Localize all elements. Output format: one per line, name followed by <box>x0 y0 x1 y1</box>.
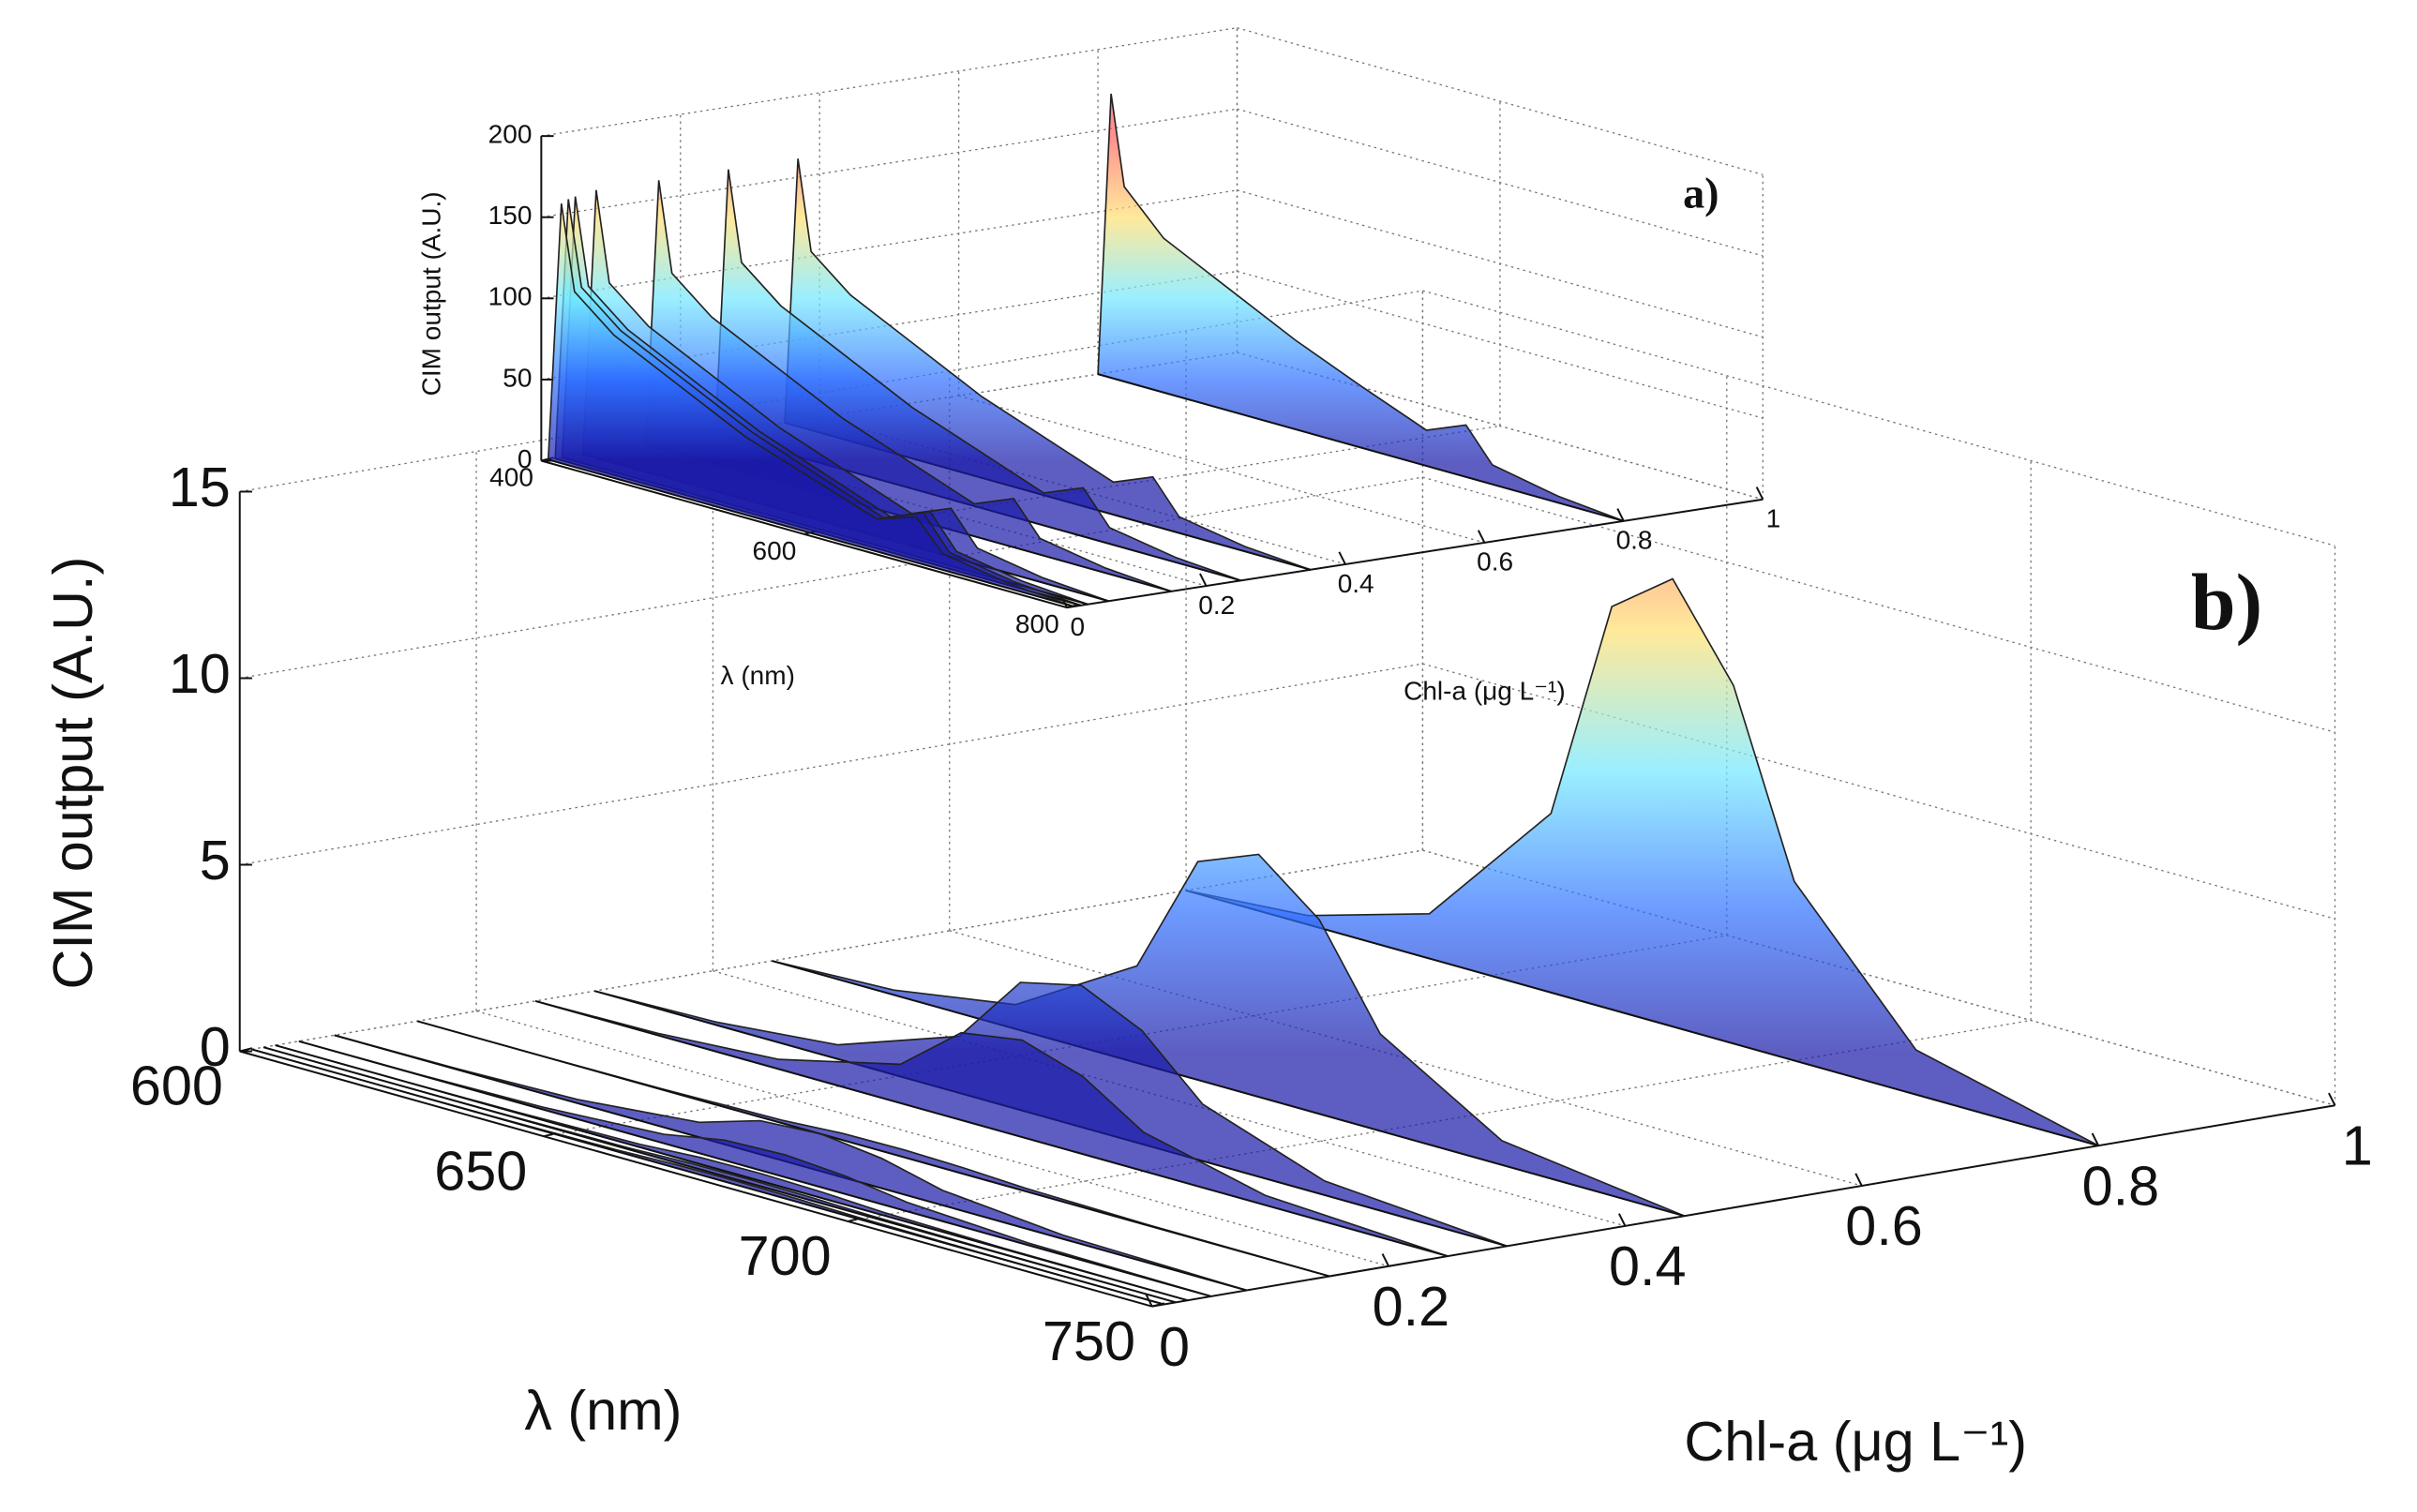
z-tick-label: 5 <box>200 829 231 891</box>
x-tick-label: 750 <box>1043 1310 1135 1372</box>
y-tick-label: 0.6 <box>1477 547 1513 576</box>
x-tick-label: 650 <box>434 1139 527 1202</box>
z-axis-label: CIM output (A.U.) <box>41 557 104 990</box>
y-tick-label: 0.2 <box>1373 1275 1450 1338</box>
grid-line <box>239 849 1423 1053</box>
axis-line <box>239 1050 1153 1308</box>
tick-mark <box>1854 1173 1863 1187</box>
y-tick-label: 0.8 <box>2082 1154 2160 1217</box>
z-tick-label: 200 <box>488 120 533 149</box>
z-tick-label: 10 <box>169 642 231 705</box>
grid-line <box>541 27 1238 137</box>
slice-baseline <box>416 1020 1330 1278</box>
y-tick-label: 0 <box>1159 1315 1190 1378</box>
y-tick-label: 0.2 <box>1198 591 1235 620</box>
spectrum-surface <box>714 169 1241 582</box>
slice-baseline <box>772 960 1685 1218</box>
grid-line <box>1237 27 1764 176</box>
spectrum-surface <box>644 180 1172 592</box>
slice-baseline <box>1185 890 2099 1147</box>
spectrum-surface <box>784 158 1312 571</box>
tick-mark <box>239 1047 253 1053</box>
y-tick-label: 1 <box>1766 504 1781 533</box>
z-tick-label: 15 <box>169 456 231 518</box>
slice-baseline <box>251 1048 1164 1306</box>
z-tick-label: 50 <box>503 363 532 392</box>
tick-mark <box>1477 530 1486 544</box>
tick-mark <box>1755 487 1764 501</box>
spectrum-surface <box>1097 93 1625 522</box>
y-tick-label: 0.6 <box>1845 1194 1923 1257</box>
axis-line <box>1066 498 1764 609</box>
grid-line <box>239 290 1423 493</box>
tick-mark <box>1617 1213 1627 1227</box>
z-tick-label: 0 <box>200 1015 231 1078</box>
grid-line <box>239 476 1423 680</box>
y-axis-label: Chl-a (μg L⁻¹) <box>1404 676 1566 705</box>
tick-mark <box>1616 508 1625 522</box>
tick-mark <box>2328 1092 2336 1106</box>
spectrum-surface <box>772 853 1685 1217</box>
grid-line <box>543 935 1727 1137</box>
grid-line <box>1422 290 2335 546</box>
x-tick-label: 400 <box>489 463 533 492</box>
x-tick-label: 600 <box>130 1055 223 1117</box>
y-tick-label: 0.4 <box>1338 569 1374 598</box>
y-tick-label: 0.4 <box>1609 1235 1687 1297</box>
spectrum-surface <box>1185 577 2099 1146</box>
slice-baseline <box>548 458 1074 607</box>
slice-baseline <box>1097 373 1625 522</box>
y-tick-label: 1 <box>2342 1114 2373 1176</box>
z-tick-label: 0 <box>518 444 533 473</box>
y-axis-label: Chl-a (μg L⁻¹) <box>1684 1410 2027 1473</box>
tick-mark <box>1338 551 1346 565</box>
z-tick-label: 100 <box>488 282 533 311</box>
x-tick-label: 800 <box>1015 609 1059 638</box>
panel-label: b) <box>2191 558 2262 647</box>
grid-line <box>848 1019 2032 1222</box>
tick-mark <box>1199 573 1208 587</box>
z-tick-label: 150 <box>488 201 533 230</box>
tick-mark <box>2091 1132 2100 1146</box>
x-axis-label: λ (nm) <box>721 661 795 690</box>
grid-line <box>239 663 1423 866</box>
slice-baseline <box>275 1044 1188 1302</box>
x-axis-label: λ (nm) <box>524 1379 682 1442</box>
panel-label: a) <box>1683 170 1719 217</box>
slice-baseline <box>534 999 1449 1257</box>
panel-1: 0 50 100 150 200 400 600 800 0 0.2 0.4 0.6 0.8 1 λ (nm… <box>416 27 1781 705</box>
x-tick-label: 700 <box>739 1224 832 1287</box>
spectrum-surface <box>547 203 1074 607</box>
x-tick-label: 600 <box>753 536 797 565</box>
z-axis-label: CIM output (A.U.) <box>416 191 445 396</box>
slice-baseline <box>263 1046 1177 1304</box>
axis-line <box>1151 1104 2335 1308</box>
y-tick-label: 0.8 <box>1616 526 1653 555</box>
y-tick-label: 0 <box>1071 612 1086 641</box>
tick-mark <box>1381 1253 1390 1267</box>
slice-baseline <box>298 1040 1212 1297</box>
